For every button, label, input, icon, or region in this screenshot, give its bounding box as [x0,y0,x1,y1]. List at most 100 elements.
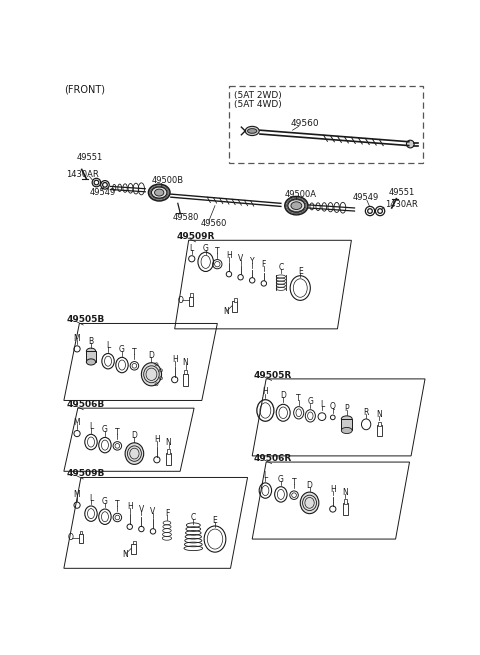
Text: H: H [330,485,336,493]
Text: L: L [106,341,110,350]
Text: L: L [190,244,194,252]
Bar [190,293,192,297]
Text: C: C [278,263,284,272]
Text: 49551: 49551 [389,188,415,197]
Text: O: O [68,533,73,542]
Text: 49506B: 49506B [66,400,105,409]
Bar [234,298,237,302]
Text: L: L [320,400,324,409]
Text: T: T [115,428,120,438]
Text: 49500B: 49500B [152,176,183,185]
Text: 49509B: 49509B [66,469,105,478]
Ellipse shape [125,443,144,464]
Ellipse shape [148,184,170,201]
Ellipse shape [285,196,308,215]
Text: 49505B: 49505B [66,315,105,324]
Bar [190,297,193,306]
Text: 49549: 49549 [353,193,379,202]
Text: D: D [132,432,137,440]
Text: G: G [307,398,313,407]
Text: R: R [363,407,369,417]
Text: E: E [213,516,217,525]
Text: C: C [191,513,196,522]
Text: 49549: 49549 [89,188,116,197]
Text: (5AT 2WD): (5AT 2WD) [234,91,282,100]
Text: L: L [89,494,93,503]
Bar [341,419,352,430]
Bar [167,449,170,454]
Text: 49560: 49560 [291,119,320,128]
Text: (FRONT): (FRONT) [64,84,105,94]
Text: E: E [298,267,302,276]
Text: 49506R: 49506R [254,454,292,462]
Bar [80,531,83,534]
Ellipse shape [341,416,352,422]
Ellipse shape [86,359,96,365]
Text: T: T [132,348,137,357]
Text: T: T [292,477,296,487]
Text: G: G [102,497,108,506]
Text: Y: Y [250,257,254,267]
Text: V: V [150,507,156,516]
Text: D: D [280,391,286,400]
Text: M: M [74,333,80,343]
Text: 49580: 49580 [172,213,199,221]
Text: (5AT 4WD): (5AT 4WD) [234,100,282,109]
Bar [378,422,381,426]
Text: 1430AR: 1430AR [66,170,99,179]
Text: N: N [122,550,128,559]
Text: G: G [203,244,209,252]
Text: 49509R: 49509R [176,232,215,241]
Text: N: N [376,410,382,419]
Bar [133,540,136,544]
Text: N: N [183,358,189,367]
Text: T: T [296,394,301,403]
Text: M: M [74,490,80,499]
Bar [184,369,187,374]
Text: B: B [88,337,94,346]
Text: O: O [178,296,184,305]
Ellipse shape [245,126,259,136]
Ellipse shape [300,492,319,514]
Text: F: F [165,509,169,518]
Ellipse shape [291,202,302,210]
Text: H: H [127,502,132,511]
Text: L: L [263,471,267,479]
Bar [377,425,382,436]
Ellipse shape [155,189,164,196]
Text: L: L [89,422,93,431]
Text: Q: Q [330,402,336,411]
Ellipse shape [142,363,162,386]
Text: M: M [74,419,80,427]
Ellipse shape [248,128,257,133]
Text: H: H [172,355,178,364]
Bar [183,373,188,386]
Text: P: P [345,404,349,413]
Text: H: H [226,252,232,260]
Text: T: T [215,248,220,256]
Text: H: H [263,388,268,396]
Text: F: F [262,261,266,269]
Text: T: T [115,500,120,509]
Ellipse shape [407,140,414,148]
Bar [343,503,348,515]
Bar [132,544,136,555]
Bar [79,534,83,543]
Text: G: G [102,425,108,434]
Bar [344,499,347,504]
Text: 49500A: 49500A [285,189,317,198]
Ellipse shape [86,348,96,354]
Text: D: D [307,481,312,490]
Text: G: G [278,474,284,483]
Ellipse shape [152,187,167,198]
Ellipse shape [288,199,305,212]
Text: D: D [148,351,155,360]
Ellipse shape [341,428,352,434]
Text: V: V [139,504,144,514]
Text: V: V [238,254,243,263]
Text: 49505R: 49505R [254,371,292,379]
Bar [166,453,171,465]
Text: H: H [154,435,160,444]
Bar [232,301,237,312]
Text: 1430AR: 1430AR [385,200,418,208]
